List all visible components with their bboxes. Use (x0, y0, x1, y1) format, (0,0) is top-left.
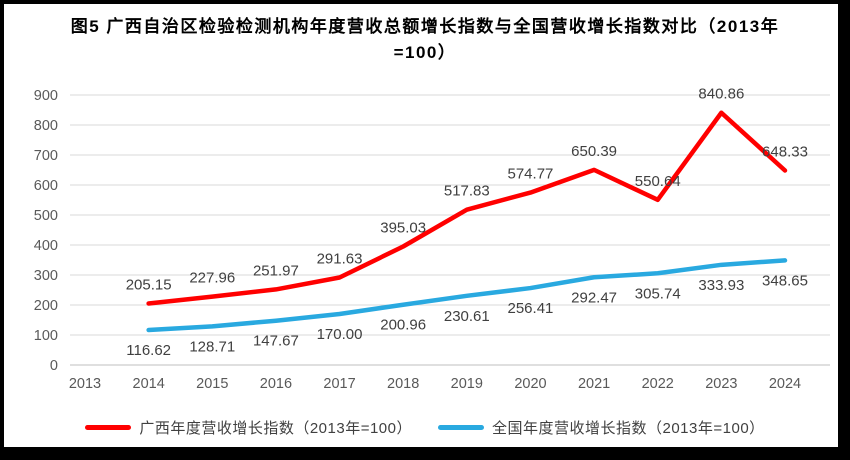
data-label: 517.83 (444, 183, 490, 200)
data-label: 395.03 (380, 219, 426, 236)
data-label: 230.61 (444, 308, 490, 325)
y-tick-label: 200 (34, 298, 58, 314)
data-label: 648.33 (762, 144, 808, 161)
x-tick-label: 2016 (260, 376, 292, 392)
legend-line-swatch-red (85, 425, 132, 430)
data-label: 333.93 (698, 277, 744, 294)
data-label: 292.47 (571, 289, 617, 306)
x-tick-label: 2015 (196, 376, 228, 392)
data-label: 200.96 (380, 317, 426, 334)
legend-label-national: 全国年度营收增长指数（2013年=100） (492, 420, 765, 437)
data-label: 170.00 (317, 326, 363, 343)
data-label: 650.39 (571, 143, 617, 160)
y-tick-label: 900 (34, 88, 58, 104)
data-label: 574.77 (508, 166, 554, 183)
y-tick-label: 300 (34, 268, 58, 284)
legend-label-guangxi: 广西年度营收增长指数（2013年=100） (139, 420, 412, 437)
x-tick-label: 2022 (642, 376, 674, 392)
data-label: 348.65 (762, 272, 808, 289)
y-tick-label: 600 (34, 178, 58, 194)
y-tick-label: 800 (34, 118, 58, 134)
data-label: 205.15 (126, 276, 172, 293)
data-label: 256.41 (508, 300, 554, 317)
y-tick-label: 700 (34, 148, 58, 164)
x-tick-label: 2019 (451, 376, 483, 392)
chart-title: 图5 广西自治区检验检测机构年度营收总额增长指数与全国营收增长指数对比（2013… (70, 17, 780, 62)
series-line-0 (146, 110, 788, 306)
data-label: 305.74 (635, 285, 681, 302)
data-label: 550.64 (635, 173, 681, 190)
x-tick-label: 2018 (387, 376, 419, 392)
data-label: 128.71 (189, 338, 235, 355)
data-label: 291.63 (317, 251, 363, 268)
legend-item-national: 全国年度营收增长指数（2013年=100） (438, 417, 765, 438)
data-label: 116.62 (126, 342, 171, 359)
y-tick-label: 500 (34, 208, 58, 224)
legend-line-swatch-blue (438, 425, 484, 430)
x-tick-label: 2023 (705, 376, 737, 392)
series-line-1 (146, 258, 788, 333)
y-tick-label: 100 (34, 328, 58, 344)
x-tick-label: 2020 (514, 376, 546, 392)
data-label: 840.86 (698, 86, 744, 103)
x-tick-label: 2021 (578, 376, 610, 392)
data-label: 251.97 (253, 262, 299, 279)
x-tick-label: 2024 (769, 376, 801, 392)
chart-legend: 广西年度营收增长指数（2013年=100） 全国年度营收增长指数（2013年=1… (0, 417, 850, 438)
y-tick-label: 400 (34, 238, 58, 254)
data-label: 227.96 (189, 270, 235, 287)
x-tick-label: 2013 (69, 376, 101, 392)
y-tick-label: 0 (50, 358, 58, 374)
x-tick-label: 2017 (323, 376, 355, 392)
x-tick-label: 2014 (133, 376, 165, 392)
data-label: 147.67 (253, 333, 299, 350)
legend-item-guangxi: 广西年度营收增长指数（2013年=100） (85, 417, 412, 438)
